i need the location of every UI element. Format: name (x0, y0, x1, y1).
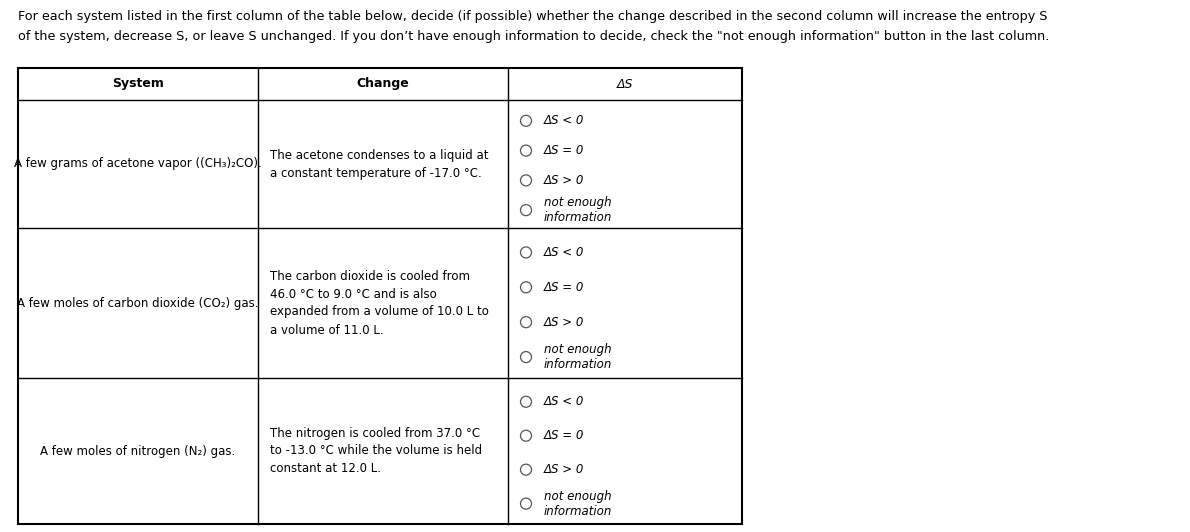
Text: ΔS < 0: ΔS < 0 (544, 246, 584, 259)
Text: The carbon dioxide is cooled from
46.0 °C to 9.0 °C and is also
expanded from a : The carbon dioxide is cooled from 46.0 °… (270, 270, 489, 337)
Text: The nitrogen is cooled from 37.0 °C
to -13.0 °C while the volume is held
constan: The nitrogen is cooled from 37.0 °C to -… (270, 427, 482, 476)
Text: A few grams of acetone vapor ((CH₃)₂CO).: A few grams of acetone vapor ((CH₃)₂CO). (14, 157, 262, 170)
Text: ΔS: ΔS (616, 78, 633, 90)
Text: ΔS = 0: ΔS = 0 (544, 429, 584, 442)
Text: ΔS = 0: ΔS = 0 (544, 144, 584, 157)
Text: ΔS < 0: ΔS < 0 (544, 395, 584, 408)
Text: not enough
information: not enough information (544, 489, 613, 518)
Text: ΔS = 0: ΔS = 0 (544, 281, 584, 294)
Text: For each system listed in the first column of the table below, decide (if possib: For each system listed in the first colu… (18, 10, 1047, 23)
Text: A few moles of carbon dioxide (CO₂) gas.: A few moles of carbon dioxide (CO₂) gas. (17, 296, 258, 310)
Text: System: System (112, 78, 164, 90)
Text: A few moles of nitrogen (N₂) gas.: A few moles of nitrogen (N₂) gas. (40, 445, 236, 458)
Text: not enough
information: not enough information (544, 196, 613, 224)
Text: ΔS > 0: ΔS > 0 (544, 315, 584, 329)
Text: of the system, decrease S, or leave S unchanged. If you don’t have enough inform: of the system, decrease S, or leave S un… (18, 30, 1050, 43)
Text: ΔS < 0: ΔS < 0 (544, 114, 584, 127)
Text: The acetone condenses to a liquid at
a constant temperature of -17.0 °C.: The acetone condenses to a liquid at a c… (270, 148, 489, 179)
Text: ΔS > 0: ΔS > 0 (544, 174, 584, 187)
Text: Change: Change (357, 78, 409, 90)
Text: ΔS > 0: ΔS > 0 (544, 463, 584, 476)
Text: not enough
information: not enough information (544, 343, 613, 371)
